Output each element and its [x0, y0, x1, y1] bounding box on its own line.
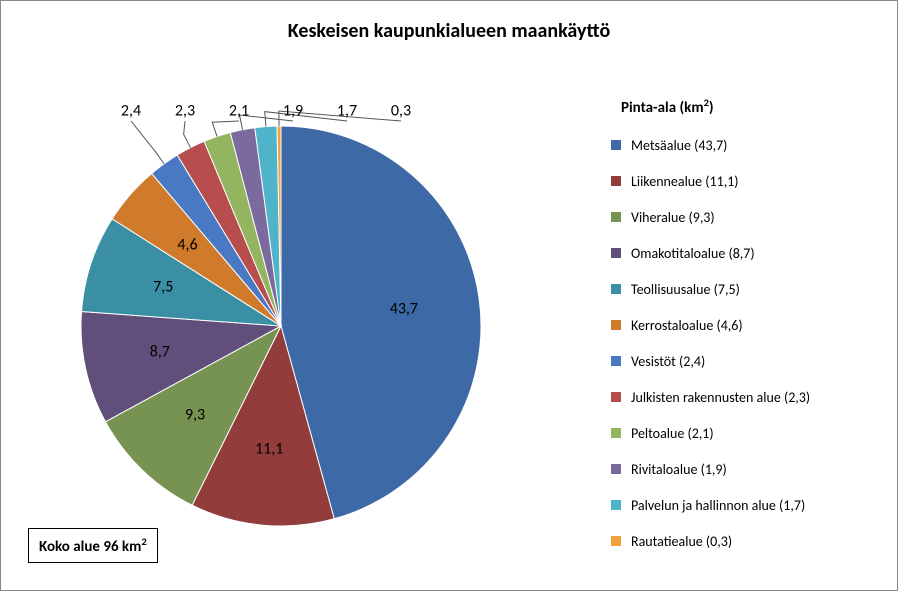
legend-label: Omakotitaloalue (8,7) — [631, 245, 755, 262]
leader-line — [184, 121, 191, 148]
legend-swatch — [611, 536, 621, 546]
slice-label: 9,3 — [185, 406, 205, 425]
legend-label: Julkisten rakennusten alue (2,3) — [631, 389, 810, 406]
slice-label: 2,4 — [121, 102, 141, 121]
slice-label: 0,3 — [391, 102, 411, 121]
slice-label: 1,7 — [337, 102, 357, 121]
legend-title: Pinta-ala (km2) — [571, 96, 871, 117]
slice-label: 7,5 — [153, 278, 173, 297]
slice-label: 43,7 — [390, 300, 418, 319]
legend-swatch — [611, 176, 621, 186]
legend-swatch — [611, 500, 621, 510]
legend-swatch — [611, 392, 621, 402]
legend-item: Palvelun ja hallinnon alue (1,7) — [571, 493, 871, 517]
legend-item: Peltoalue (2,1) — [571, 421, 871, 445]
slice-label: 1,9 — [283, 102, 303, 121]
total-label-text: Koko alue 96 km — [39, 538, 141, 556]
total-box: Koko alue 96 km2 — [28, 528, 158, 563]
legend-label: Vesistöt (2,4) — [631, 353, 705, 370]
legend-label: Teollisuusalue (7,5) — [631, 281, 740, 298]
legend-swatch — [611, 248, 621, 258]
legend-title-text: Pinta-ala (km — [621, 99, 704, 117]
legend-label: Palvelun ja hallinnon alue (1,7) — [631, 497, 805, 514]
pie-svg — [51, 96, 511, 556]
slice-label: 4,6 — [177, 235, 197, 254]
legend-label: Kerrostaloalue (4,6) — [631, 317, 743, 334]
legend-item: Rivitaloalue (1,9) — [571, 457, 871, 481]
legend-items: Metsäalue (43,7) Liikennealue (11,1) Viher… — [571, 133, 871, 553]
legend-swatch — [611, 140, 621, 150]
legend-item: Kerrostaloalue (4,6) — [571, 313, 871, 337]
legend-swatch — [611, 320, 621, 330]
legend-label: Viheralue (9,3) — [631, 209, 715, 226]
slice-label: 11,1 — [255, 440, 283, 459]
chart-title: Keskeisen kaupunkialueen maankäyttö — [1, 19, 897, 43]
chart-container: Keskeisen kaupunkialueen maankäyttö 43,7… — [0, 0, 898, 591]
legend-swatch — [611, 284, 621, 294]
legend-label: Rautatiealue (0,3) — [631, 533, 732, 550]
legend-item: Rautatiealue (0,3) — [571, 529, 871, 553]
legend-swatch — [611, 464, 621, 474]
legend-item: Viheralue (9,3) — [571, 205, 871, 229]
leader-line — [131, 121, 164, 164]
legend-label: Rivitaloalue (1,9) — [631, 461, 727, 478]
total-label-sup: 2 — [141, 535, 146, 548]
legend-label: Peltoalue (2,1) — [631, 425, 714, 442]
legend-item: Metsäalue (43,7) — [571, 133, 871, 157]
legend-item: Omakotitaloalue (8,7) — [571, 241, 871, 265]
slice-label: 2,1 — [229, 102, 249, 121]
legend-item: Vesistöt (2,4) — [571, 349, 871, 373]
legend-label: Liikennealue (11,1) — [631, 173, 739, 190]
legend-item: Liikennealue (11,1) — [571, 169, 871, 193]
legend-swatch — [611, 212, 621, 222]
legend-label: Metsäalue (43,7) — [631, 137, 727, 154]
legend-item: Julkisten rakennusten alue (2,3) — [571, 385, 871, 409]
slice-label: 2,3 — [175, 102, 195, 121]
pie-area: 43,7 11,1 9,3 8,7 7,5 4,6 2,4 2,3 2,1 1,9 1,7 0,3 — [51, 96, 511, 556]
legend-title-close: ) — [709, 99, 714, 117]
slice-label: 8,7 — [150, 343, 170, 362]
legend-swatch — [611, 428, 621, 438]
legend: Pinta-ala (km2) Metsäalue (43,7) Liikenne… — [571, 96, 871, 565]
legend-item: Teollisuusalue (7,5) — [571, 277, 871, 301]
legend-swatch — [611, 356, 621, 366]
